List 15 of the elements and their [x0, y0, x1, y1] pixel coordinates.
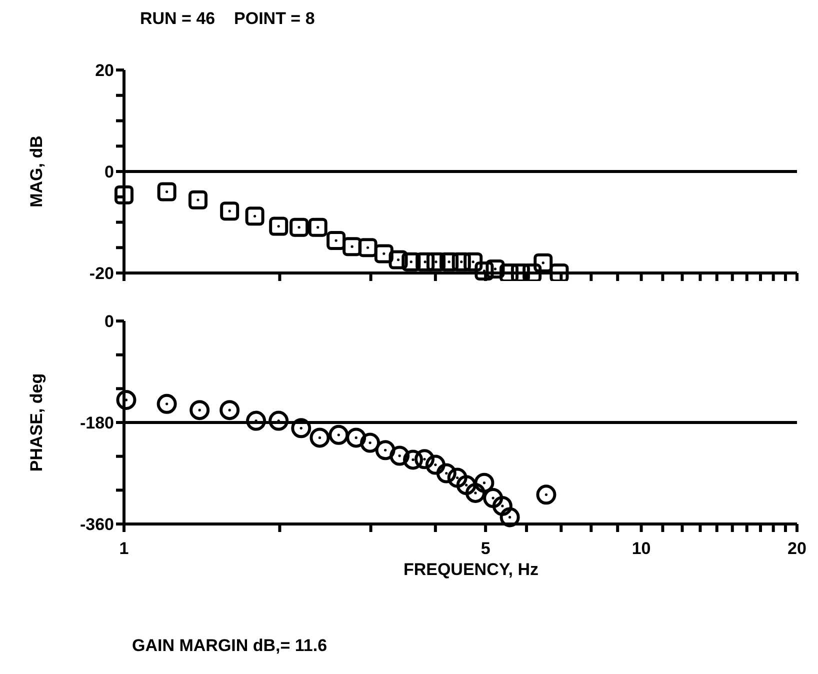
- y-tick-label: 0: [104, 162, 114, 182]
- text: GAIN MARGIN dB,= 11.6: [131, 636, 328, 656]
- y-tick-label: -20: [89, 264, 114, 284]
- y-axis-title: MAG, dB: [27, 136, 46, 208]
- x-tick-label: 5: [480, 539, 490, 558]
- y-tick-label: 20: [95, 61, 114, 80]
- x-tick-label: 10: [632, 539, 651, 558]
- x-axis-title: FREQUENCY, Hz: [402, 560, 540, 581]
- x-tick-label: 1: [119, 539, 129, 558]
- y-tick-label: -360: [80, 515, 114, 534]
- x-tick-label: 20: [788, 539, 806, 558]
- y-tick-label: 0: [104, 312, 114, 332]
- y-tick-label: -180: [80, 414, 114, 433]
- chart-title: RUN = 46 POINT = 8: [139, 8, 316, 30]
- y-axis-title: PHASE, deg: [27, 373, 46, 472]
